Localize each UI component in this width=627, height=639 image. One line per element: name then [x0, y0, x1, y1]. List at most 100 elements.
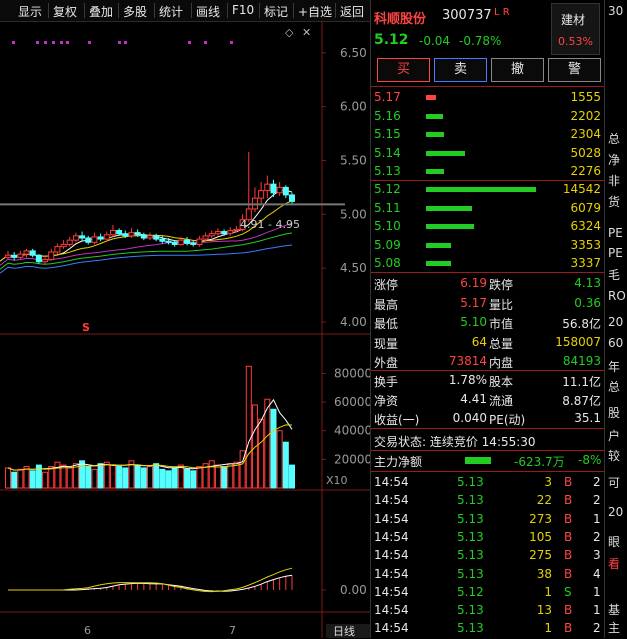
- tick-time: 14:54: [374, 603, 409, 618]
- toolbar-0-button[interactable]: 显示: [18, 5, 43, 19]
- toolbar-4-button[interactable]: 统计: [159, 5, 184, 19]
- tick-time: 14:54: [374, 529, 409, 544]
- order-price: 5.14: [374, 145, 401, 160]
- toolbar-7-button[interactable]: 标记: [264, 5, 289, 19]
- trade-button-2[interactable]: 撤: [491, 58, 544, 82]
- stat-value: 84193: [562, 354, 601, 368]
- volume-bar: [66, 467, 73, 489]
- order-volume-bar: [426, 113, 443, 119]
- tick-side: B: [564, 621, 573, 636]
- volume-bar: [289, 464, 295, 489]
- side-panel-item: 看: [608, 557, 621, 571]
- kline-chart-area[interactable]: 6.50 6.00 5.50 5.00 4.50 4.00 ◇ ✕ 4.91 - 4.95 S 80…: [0, 22, 370, 638]
- ma-line-4: [0, 244, 293, 274]
- toolbar-1-button[interactable]: 复权: [53, 5, 78, 19]
- stat-row: 最低 5.10 市值 56.8亿: [371, 313, 604, 333]
- stat-label: 市值: [489, 317, 514, 331]
- toolbar-8-button[interactable]: +自选: [298, 5, 333, 19]
- candle-body: [54, 246, 61, 253]
- candle-body: [214, 231, 221, 235]
- tick-side: B: [564, 511, 573, 526]
- candle-body: [134, 232, 141, 236]
- tick-price: 5.13: [457, 566, 484, 581]
- toolbar-separator: [154, 3, 155, 18]
- price-tick-label: 5.50: [340, 153, 367, 167]
- volume-bar: [282, 441, 289, 489]
- current-price: 5.12: [374, 32, 409, 48]
- signal-dot: [60, 41, 63, 44]
- toolbar-2-button[interactable]: 叠加: [89, 5, 114, 19]
- tick-volume: 3: [544, 475, 552, 489]
- candle-body: [17, 253, 24, 258]
- price-tick-label: 6.50: [340, 46, 367, 60]
- stat-row: 净资 4.41 流通 8.87亿: [371, 390, 604, 410]
- order-volume-bar: [426, 261, 451, 266]
- toolbar-5-button[interactable]: 画线: [196, 5, 221, 19]
- stock-code: 300737: [442, 8, 492, 23]
- candle-body: [264, 183, 271, 192]
- toolbar-6-button[interactable]: F10: [232, 3, 255, 17]
- toolbar-separator: [84, 3, 85, 18]
- tick-row: 14:54 5.13 3 B 2: [371, 473, 604, 493]
- tick-time: 14:54: [374, 548, 409, 563]
- side-panel-item: 户: [608, 429, 621, 443]
- price-change: -0.04: [419, 34, 451, 48]
- volume-bar: [97, 463, 104, 489]
- order-volume-bar: [426, 242, 451, 248]
- volume-bar: [202, 463, 209, 489]
- volume-bar: [17, 468, 24, 489]
- price-tick-label: 6.00: [340, 100, 367, 114]
- order-book-row: 5.14 5028: [371, 144, 604, 164]
- side-panel-item: 20: [608, 505, 624, 519]
- candle-body: [202, 235, 209, 240]
- volume-bar: [184, 468, 191, 489]
- ma-line-3: [0, 232, 293, 270]
- main-flow-label: 主力净额: [374, 455, 423, 469]
- tick-list[interactable]: 14:54 5.13 3 B 2 14:54 5.13 22 B 2 14:54 5.13 273 B 1 1…: [371, 473, 604, 638]
- price-tick-label: 4.00: [340, 315, 367, 329]
- tick-side: B: [564, 603, 573, 618]
- kline-chart[interactable]: 6.50 6.00 5.50 5.00 4.50 4.00 ◇ ✕ 4.91 - 4.95 S 80…: [0, 22, 370, 638]
- tick-volume: 275: [529, 548, 552, 563]
- price-range-label: 4.91 - 4.95: [240, 218, 300, 231]
- volume-bar: [159, 468, 166, 489]
- candle-body: [282, 186, 289, 196]
- tick-row: 14:54 5.13 38 B 4: [371, 565, 604, 585]
- signal-dot: [88, 41, 91, 44]
- sector-box[interactable]: 建材 0.53%: [551, 3, 600, 55]
- volume-tick-label: 20000: [334, 452, 370, 466]
- trade-button-0[interactable]: 买: [377, 58, 430, 82]
- chart-toolbar: 显示 复权 叠加 多股 统计 画线 F10 标记 +自选 返回: [0, 0, 370, 22]
- stock-name: 科顺股份: [374, 12, 427, 27]
- trade-button-1[interactable]: 卖: [434, 58, 487, 82]
- signal-dot: [36, 41, 39, 44]
- order-volume: 1555: [570, 90, 601, 104]
- toolbar-3-button[interactable]: 多股: [123, 5, 148, 19]
- toolbar-separator: [293, 3, 294, 18]
- tick-time: 14:54: [374, 475, 409, 489]
- side-panel-item: 货: [608, 195, 621, 209]
- order-price: 5.16: [374, 108, 401, 123]
- stat-label: 总量: [489, 336, 514, 351]
- tick-row: 14:54 5.12 1 S 1: [371, 583, 604, 603]
- candle-body: [128, 232, 135, 237]
- tick-row: 14:54 5.13 22 B 2: [371, 491, 604, 511]
- tick-count: 1: [593, 584, 601, 599]
- trade-button-3[interactable]: 警: [548, 58, 601, 82]
- order-volume: 6324: [570, 219, 601, 233]
- candle-body: [196, 238, 203, 245]
- volume-bar: [116, 466, 123, 489]
- volume-bar: [258, 418, 265, 489]
- stat-value: 4.13: [574, 276, 601, 290]
- volume-bar: [109, 464, 116, 489]
- tick-volume: 1: [544, 584, 552, 599]
- toolbar-separator: [118, 3, 119, 18]
- order-book-row: 5.08 3337: [371, 254, 604, 274]
- signal-dot: [44, 41, 47, 44]
- order-volume: 2304: [570, 127, 601, 141]
- order-volume-bar: [426, 95, 436, 100]
- tick-side: B: [564, 493, 573, 508]
- tick-time: 14:54: [374, 621, 409, 636]
- price-change-pct: -0.78%: [459, 34, 502, 48]
- toolbar-9-button[interactable]: 返回: [340, 5, 365, 19]
